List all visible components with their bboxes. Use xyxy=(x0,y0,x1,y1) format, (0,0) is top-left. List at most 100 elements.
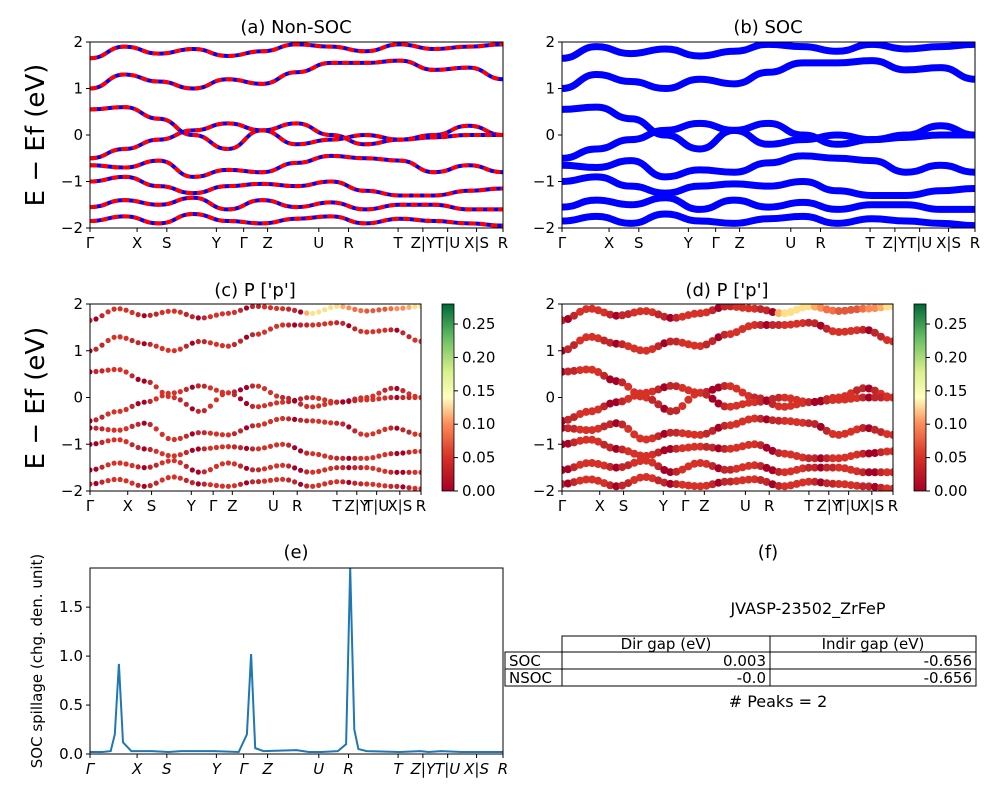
panel-d-point xyxy=(780,309,789,318)
panel-d-point xyxy=(660,339,669,348)
panel-d-point xyxy=(636,307,645,316)
panel-c-point xyxy=(93,346,99,352)
table-row-soc-dir: 0.003 xyxy=(723,652,766,670)
panel-c-point xyxy=(274,477,280,483)
panel-d-point xyxy=(804,477,813,486)
panel-c-point xyxy=(105,478,111,484)
panel-d-point xyxy=(798,418,807,427)
panel-c-point xyxy=(310,322,316,328)
panel-c-point xyxy=(412,448,418,455)
panel-c-colorbar xyxy=(441,303,455,492)
panel-c-point xyxy=(249,304,256,310)
panel-d-point xyxy=(678,465,687,474)
panel-d-point xyxy=(822,454,831,463)
panel-b-xtick-label: X|S xyxy=(936,234,961,252)
panel-d-point xyxy=(744,475,753,484)
panel-d-point xyxy=(690,482,699,491)
panel-c-point xyxy=(177,346,183,352)
panel-c-yticks: −2 −1 0 1 2 xyxy=(61,295,90,500)
panel-c-point xyxy=(99,342,105,348)
panel-c-point xyxy=(111,437,117,443)
panel-d-point xyxy=(792,319,801,328)
panel-c-point xyxy=(406,469,412,475)
panel-c-point xyxy=(159,451,165,457)
panel-d-point xyxy=(864,384,873,393)
panel-d-point xyxy=(877,332,885,341)
panel-d-point xyxy=(883,447,891,456)
panel-d-point xyxy=(852,394,861,402)
panel-d-point xyxy=(883,336,891,345)
panel-d-point xyxy=(889,468,893,477)
panel-c-point xyxy=(310,310,316,316)
panel-c-point xyxy=(171,308,177,314)
panel-d-point xyxy=(804,454,813,463)
panel-c-point xyxy=(340,479,346,485)
panel-c-point xyxy=(298,322,304,328)
panel-d-point xyxy=(600,440,609,449)
panel-c-point xyxy=(93,466,99,472)
panel-d-point xyxy=(576,476,585,485)
panel-d-point xyxy=(600,336,609,345)
panel-d-point xyxy=(582,459,591,468)
panel-c-point xyxy=(370,308,376,314)
panel-d-point xyxy=(822,324,831,333)
panel-c-point xyxy=(274,400,280,406)
panel-c-point xyxy=(249,446,256,452)
panel-d-point xyxy=(840,395,849,404)
panel-d-point xyxy=(870,328,879,337)
panel-d-point xyxy=(804,419,813,428)
panel-c-point xyxy=(237,428,244,434)
panel-d-point xyxy=(720,402,729,411)
panel-c-xtick-label: R xyxy=(416,497,426,515)
panel-c-point xyxy=(141,378,147,384)
panel-d-point xyxy=(720,465,729,474)
panel-c-point xyxy=(249,467,256,473)
panel-c-point xyxy=(280,462,286,468)
panel-d-point xyxy=(594,460,603,468)
panel-c-point xyxy=(334,465,340,471)
panel-c-point xyxy=(135,421,141,427)
panel-d-point xyxy=(720,444,729,453)
panel-c-point xyxy=(141,483,147,489)
panel-d-point xyxy=(612,398,621,407)
panel-c-point xyxy=(400,388,406,394)
panel-c-point xyxy=(207,467,213,473)
panel-c-point xyxy=(177,397,183,403)
panel-c-point xyxy=(195,383,201,389)
panel-d-point xyxy=(816,397,825,406)
panel-a-xtick-label: Γ xyxy=(239,234,248,252)
panel-b-ytick-label: 2 xyxy=(545,33,555,51)
panel-e: (e) 0.00.51.01.5 Γ X S Y Γ Z U R T Z|Y T|U X|S R SOC… xyxy=(28,542,508,778)
panel-c-point xyxy=(376,482,382,488)
panel-d-point xyxy=(654,462,663,471)
panel-d-point xyxy=(684,311,693,320)
panel-d-point xyxy=(570,413,578,422)
material-id: JVASP-23502_ZrFeP xyxy=(729,599,885,619)
panel-c-point xyxy=(141,446,147,452)
panel-d-point xyxy=(883,468,891,477)
panel-c-ytick-label: 2 xyxy=(73,295,83,313)
panel-c-point xyxy=(243,384,250,391)
panel-c-point xyxy=(292,465,298,471)
panel-d-point xyxy=(870,468,879,477)
panel-c-point xyxy=(237,463,244,469)
panel-c-point xyxy=(400,469,406,475)
panel-c-point xyxy=(412,469,418,475)
panel-c-point xyxy=(340,304,346,310)
panel-c-point xyxy=(292,322,298,328)
panel-c-point xyxy=(207,482,213,488)
panel-c-point xyxy=(394,483,400,489)
panel-c-xtick-label: Y xyxy=(186,497,197,515)
panel-d-point xyxy=(600,371,609,380)
panel-e-xtick-label: Γ xyxy=(239,760,249,778)
panel-c-point xyxy=(364,455,370,461)
panel-a-xtick-label: T|U xyxy=(434,234,460,252)
panel-c-point xyxy=(255,383,262,389)
panel-d-ytick-label: 2 xyxy=(545,295,555,313)
panel-c-point xyxy=(274,393,280,399)
panel-d-point xyxy=(618,420,627,429)
panel-c-point xyxy=(286,416,292,422)
panel-d-point xyxy=(702,481,711,490)
panel-d-point xyxy=(768,394,777,403)
